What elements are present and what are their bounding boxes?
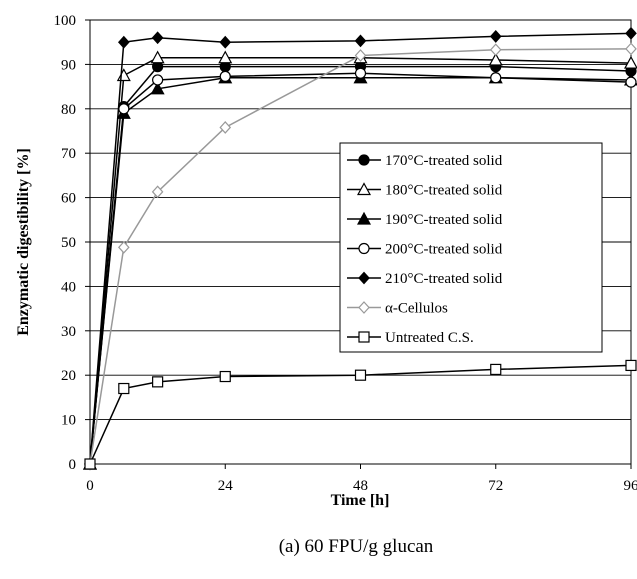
legend-label: 180°C-treated solid (385, 183, 503, 199)
legend-item: 170°C-treated solid (347, 153, 503, 169)
y-tick-label: 70 (61, 146, 76, 162)
data-point (150, 81, 165, 95)
legend-marker (358, 154, 370, 166)
y-tick-label: 0 (69, 457, 77, 473)
y-tick-label: 10 (61, 413, 76, 429)
legend-item: 200°C-treated solid (347, 242, 503, 258)
y-tick-label: 90 (61, 57, 76, 73)
x-tick-label: 48 (353, 478, 368, 494)
data-point (490, 72, 502, 84)
data-point (488, 52, 503, 66)
data-point (118, 240, 130, 254)
legend-item: α-Cellulos (347, 301, 448, 317)
data-point (625, 26, 637, 40)
series-5 (84, 42, 637, 471)
data-point (354, 67, 367, 79)
series-layer (82, 26, 637, 471)
y-axis-title: Enzymatic digestibility [%] (15, 148, 32, 336)
y-tick-label: 80 (61, 102, 76, 118)
y-tick-label: 40 (61, 279, 76, 295)
axes: 0 10 20 30 40 50 60 70 80 90 100 0 24 48 72 96 (54, 13, 637, 494)
legend-box (339, 142, 603, 353)
data-point (219, 121, 232, 134)
data-point (490, 363, 502, 376)
y-tick-label: 100 (54, 13, 77, 29)
data-point (218, 50, 233, 64)
x-tick-label: 72 (488, 478, 503, 494)
legend-item: 210°C-treated solid (347, 271, 503, 287)
legend-marker (356, 182, 372, 196)
legend-item: Untreated C.S. (347, 330, 474, 346)
data-point (151, 185, 164, 199)
legend-item: 190°C-treated solid (347, 211, 503, 228)
data-point (489, 43, 502, 57)
data-point (625, 359, 637, 372)
legend-marker (358, 301, 370, 314)
legend-label: α-Cellulos (385, 301, 448, 317)
legend-label: 200°C-treated solid (385, 242, 503, 258)
legend: 170°C-treated solid 180°C-treated solid 19… (339, 142, 603, 353)
data-point (151, 31, 164, 45)
data-point (354, 369, 367, 381)
data-point (118, 382, 130, 395)
legend-label: 210°C-treated solid (385, 271, 503, 287)
data-point (150, 50, 165, 64)
legend-item: 180°C-treated solid (347, 182, 503, 199)
legend-label: 190°C-treated solid (385, 212, 503, 228)
data-point (623, 55, 637, 69)
x-axis-title: Time [h] (331, 492, 390, 509)
data-point (219, 35, 232, 49)
legend-label: 170°C-treated solid (385, 153, 503, 169)
series-4 (84, 26, 637, 471)
data-point (625, 42, 637, 56)
data-point (152, 74, 164, 86)
data-point (354, 49, 367, 62)
y-tick-label: 50 (61, 235, 76, 251)
y-tick-label: 30 (61, 324, 76, 340)
y-tick-label: 60 (61, 191, 76, 207)
legend-label: Untreated C.S. (385, 330, 474, 346)
legend-marker (358, 242, 370, 255)
data-point (118, 103, 130, 115)
legend-marker (358, 331, 370, 343)
data-point (219, 370, 231, 383)
figure-caption: (a) 60 FPU/g glucan (279, 536, 434, 557)
data-point (152, 376, 164, 388)
data-point (625, 76, 637, 88)
data-point (84, 458, 96, 470)
x-tick-label: 24 (218, 478, 234, 494)
legend-marker (358, 271, 370, 285)
legend-marker (356, 211, 372, 225)
y-tick-label: 20 (61, 368, 76, 384)
data-point (116, 68, 131, 82)
x-tick-label: 96 (624, 478, 637, 494)
data-point (489, 30, 502, 43)
series-6 (84, 359, 637, 470)
x-tick-label: 0 (86, 478, 94, 494)
data-point (219, 70, 231, 82)
data-point (118, 35, 130, 49)
data-point (354, 34, 367, 48)
